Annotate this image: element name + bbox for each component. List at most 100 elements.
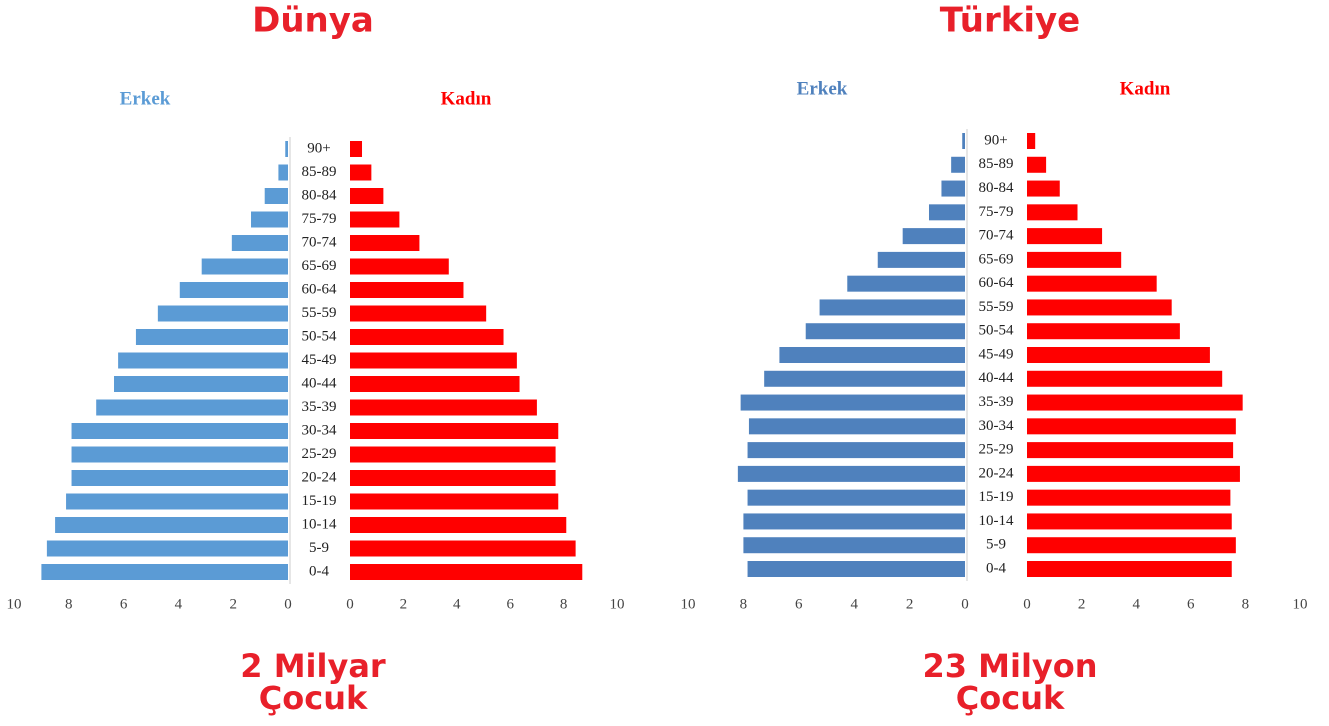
bar-female: [1027, 513, 1232, 530]
bar-male: [902, 228, 965, 245]
bar-female: [350, 164, 372, 181]
bar-male: [847, 275, 965, 292]
x-tick-label: 4: [850, 596, 858, 612]
category-label: 25-29: [979, 442, 1014, 458]
bar-male: [231, 235, 288, 251]
category-label: 20-24: [979, 465, 1014, 481]
category-label: 35-39: [302, 399, 337, 415]
bar-male: [951, 156, 965, 173]
category-label: 60-64: [979, 275, 1014, 291]
bar-male: [747, 489, 965, 506]
bar-female: [1027, 228, 1103, 245]
bar-male: [805, 323, 965, 340]
x-tick-label: 8: [65, 596, 73, 612]
category-label: 50-54: [979, 323, 1014, 339]
bar-female: [1027, 156, 1047, 173]
bar-female: [350, 517, 567, 533]
category-label: 90+: [984, 132, 1007, 148]
bar-male: [71, 423, 288, 439]
bar-male: [928, 204, 965, 221]
bar-female: [350, 188, 384, 204]
bar-female: [1027, 537, 1236, 554]
bar-female: [1027, 299, 1172, 316]
bar-male: [46, 540, 288, 557]
bar-female: [350, 493, 559, 510]
x-tick-label: 8: [740, 596, 748, 612]
bar-female: [350, 446, 556, 463]
bar-female: [1027, 133, 1036, 149]
category-label: 30-34: [302, 422, 337, 438]
bar-male: [66, 493, 288, 510]
x-tick-label: 4: [453, 596, 461, 612]
bar-male: [743, 513, 965, 530]
bar-female: [1027, 465, 1240, 482]
category-label: 70-74: [302, 234, 337, 250]
x-tick-label: 2: [1078, 596, 1086, 612]
category-label: 10-14: [979, 513, 1014, 529]
legend-label: Kadın: [441, 88, 492, 109]
category-label: 80-84: [302, 187, 337, 203]
annotation: 2 Milyar: [240, 647, 386, 685]
category-label: 20-24: [302, 469, 337, 485]
bar-male: [819, 299, 965, 316]
x-tick-label: 10: [610, 596, 625, 612]
category-label: 65-69: [302, 258, 337, 274]
bar-male: [41, 564, 289, 580]
bar-female: [1027, 561, 1232, 577]
category-label: 30-34: [979, 418, 1014, 434]
legend-label: Erkek: [120, 88, 171, 109]
bar-male: [740, 394, 965, 411]
bar-female: [350, 258, 449, 275]
x-tick-label: 4: [1132, 596, 1140, 612]
bar-male: [201, 258, 288, 275]
category-label: 65-69: [979, 251, 1014, 267]
bar-male: [96, 399, 288, 416]
bar-female: [350, 376, 520, 392]
bar-male: [737, 465, 965, 482]
bar-male: [135, 329, 288, 345]
bar-female: [1027, 418, 1236, 435]
bar-female: [1027, 370, 1223, 387]
x-tick-label: 6: [120, 596, 128, 612]
x-tick-label: 8: [1242, 596, 1250, 612]
bar-male: [71, 470, 288, 486]
bar-male: [71, 446, 288, 463]
category-label: 5-9: [309, 540, 329, 556]
category-label: 45-49: [979, 346, 1014, 362]
x-tick-label: 10: [7, 596, 22, 612]
category-label: 55-59: [302, 305, 337, 321]
bar-female: [350, 305, 487, 322]
bar-male: [764, 370, 965, 387]
category-label: 15-19: [979, 489, 1014, 505]
bar-female: [1027, 180, 1060, 197]
bar-male: [285, 141, 288, 157]
x-tick-label: 0: [961, 596, 969, 612]
bar-male: [941, 180, 965, 197]
category-label: 45-49: [302, 352, 337, 368]
bar-female: [1027, 323, 1180, 340]
bar-male: [278, 164, 288, 181]
x-tick-label: 2: [400, 596, 408, 612]
x-tick-label: 0: [1023, 596, 1031, 612]
bar-female: [1027, 275, 1157, 292]
bar-male: [747, 442, 965, 459]
category-label: 80-84: [979, 180, 1014, 196]
annotation: 23 Milyon: [922, 647, 1097, 685]
x-tick-label: 10: [681, 596, 696, 612]
x-tick-label: 6: [1187, 596, 1195, 612]
bar-female: [350, 540, 576, 557]
x-tick-label: 6: [506, 596, 514, 612]
bar-female: [350, 470, 556, 486]
bar-female: [1027, 204, 1078, 221]
bar-female: [350, 564, 583, 580]
category-label: 0-4: [309, 563, 329, 579]
category-label: 40-44: [979, 370, 1014, 386]
bar-male: [779, 347, 965, 363]
bar-male: [877, 251, 965, 268]
category-label: 75-79: [979, 204, 1014, 220]
x-tick-label: 0: [346, 596, 354, 612]
bar-male: [114, 376, 288, 392]
bar-female: [1027, 394, 1243, 411]
x-tick-label: 8: [560, 596, 568, 612]
